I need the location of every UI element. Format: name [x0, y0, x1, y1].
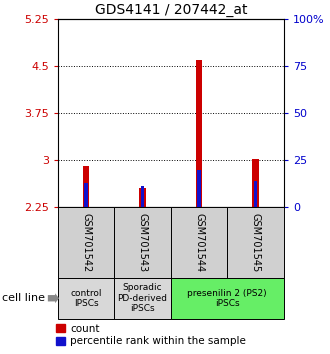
Bar [227, 207, 284, 278]
Bar [252, 159, 259, 207]
Text: GSM701543: GSM701543 [138, 213, 148, 272]
Bar [196, 60, 202, 207]
Bar [84, 183, 88, 207]
Bar [58, 278, 114, 319]
Bar [197, 170, 201, 207]
Text: GSM701544: GSM701544 [194, 213, 204, 272]
Text: cell line: cell line [2, 293, 45, 303]
Text: Sporadic
PD-derived
iPSCs: Sporadic PD-derived iPSCs [117, 283, 168, 313]
Text: GSM701545: GSM701545 [250, 213, 261, 272]
Title: GDS4141 / 207442_at: GDS4141 / 207442_at [94, 3, 247, 17]
Text: control
IPSCs: control IPSCs [70, 289, 102, 308]
Bar [58, 207, 114, 278]
Bar [141, 187, 145, 207]
Text: presenilin 2 (PS2)
iPSCs: presenilin 2 (PS2) iPSCs [187, 289, 267, 308]
Bar [171, 207, 227, 278]
Bar [82, 166, 89, 207]
Text: GSM701542: GSM701542 [81, 213, 91, 272]
Bar [139, 188, 146, 207]
Bar [114, 207, 171, 278]
Bar [114, 278, 171, 319]
Bar [171, 278, 284, 319]
Legend: count, percentile rank within the sample: count, percentile rank within the sample [56, 324, 246, 347]
Bar [254, 181, 257, 207]
